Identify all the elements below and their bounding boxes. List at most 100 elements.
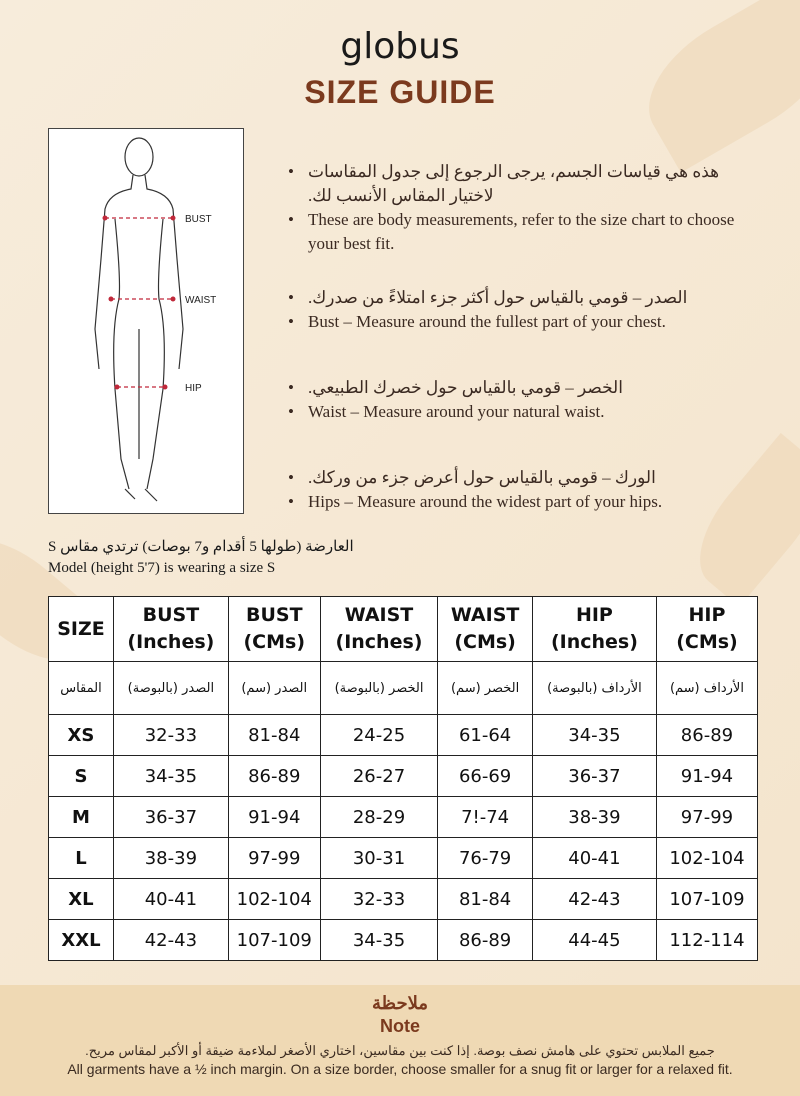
table-row: XS 32-33 81-84 24-25 61-64 34-35 86-89 [48, 714, 759, 756]
table-row: S 34-35 86-89 26-27 66-69 36-37 91-94 [48, 755, 759, 797]
model-info: العارضة (طولها 5 أقدام و7 بوصات) ترتدي م… [48, 537, 354, 579]
measurement-cell: 40-41 [112, 878, 229, 920]
note-section: ملاحظة Note جميع الملابس تحتوي على هامش … [0, 985, 800, 1096]
body-measurement-figure: BUST WAIST HIP [48, 128, 244, 514]
measurement-cell: 76-79 [437, 837, 533, 879]
size-cell: XXL [48, 919, 114, 961]
header-label: WAIST [450, 604, 520, 626]
table-row: L 38-39 97-99 30-31 76-79 40-41 102-104 [48, 837, 759, 879]
arabic-column-header: الصدر (بالبوصة) [112, 661, 229, 715]
hip-label: HIP [185, 383, 202, 394]
column-header: WAIST (Inches) [319, 596, 439, 662]
instruction-waist: الخصر – قومي بالقياس حول خصرك الطبيعي. W… [288, 376, 758, 424]
measurement-cell: 97-99 [655, 796, 759, 838]
arabic-header-row: المقاس الصدر (بالبوصة) الصدر (سم) الخصر (با… [48, 661, 759, 715]
column-header: HIP (CMs) [655, 596, 759, 662]
column-header: SIZE [48, 596, 114, 662]
measurement-cell: 44-45 [531, 919, 657, 961]
header-label: WAIST [344, 604, 414, 626]
size-cell: XS [48, 714, 114, 756]
measurement-cell: 34-35 [531, 714, 657, 756]
arabic-column-header: الأرداف (بالبوصة) [531, 661, 657, 715]
table-row: XXL 42-43 107-109 34-35 86-89 44-45 112-114 [48, 919, 759, 961]
measurement-cell: 32-33 [112, 714, 229, 756]
instruction-en: Bust – Measure around the fullest part o… [288, 310, 758, 334]
arabic-column-header: الصدر (سم) [227, 661, 321, 715]
measurement-cell: 38-39 [531, 796, 657, 838]
measurement-cell: 34-35 [319, 919, 439, 961]
instruction-en: Hips – Measure around the widest part of… [288, 490, 758, 514]
note-title-en: Note [380, 1016, 420, 1036]
size-cell: S [48, 755, 114, 797]
table-row: M 36-37 91-94 28-29 7!-74 38-39 97-99 [48, 796, 759, 838]
model-info-en: Model (height 5'7) is wearing a size S [48, 560, 276, 576]
column-header: BUST (Inches) [112, 596, 229, 662]
body-outline-illustration: BUST WAIST HIP [94, 137, 216, 502]
header-row: SIZE BUST (Inches) BUST (CMs) WAIST (Inches) WA… [48, 596, 759, 662]
header-unit: (Inches) [127, 631, 215, 653]
measurement-cell: 38-39 [112, 837, 229, 879]
arabic-column-header: الأرداف (سم) [655, 661, 759, 715]
instruction-bust: الصدر – قومي بالقياس حول أكثر جزء امتلاء… [288, 286, 758, 334]
header-label: BUST [245, 604, 303, 626]
header-label: BUST [142, 604, 200, 626]
arabic-column-header: الخصر (سم) [437, 661, 533, 715]
measurement-cell: 66-69 [437, 755, 533, 797]
header-label: HIP [575, 604, 613, 626]
instruction-en: These are body measurements, refer to th… [288, 208, 758, 256]
instruction-ar: الورك – قومي بالقياس حول أعرض جزء من ورك… [288, 466, 758, 490]
measurement-cell: 86-89 [227, 755, 321, 797]
measurement-cell: 102-104 [227, 878, 321, 920]
header-label: SIZE [57, 617, 105, 640]
instruction-ar: الصدر – قومي بالقياس حول أكثر جزء امتلاء… [288, 286, 758, 310]
header-unit: (CMs) [676, 631, 738, 653]
measurement-cell: 91-94 [227, 796, 321, 838]
measurement-cell: 61-64 [437, 714, 533, 756]
column-header: BUST (CMs) [227, 596, 321, 662]
measurement-cell: 81-84 [437, 878, 533, 920]
measurement-cell: 36-37 [112, 796, 229, 838]
bust-label: BUST [185, 214, 212, 225]
measurement-cell: 112-114 [655, 919, 759, 961]
note-text-en: All garments have a ½ inch margin. On a … [67, 1061, 733, 1077]
waist-label: WAIST [185, 295, 216, 306]
instruction-en: Waist – Measure around your natural wais… [288, 400, 758, 424]
measurement-cell: 7!-74 [437, 796, 533, 838]
instruction-ar: هذه هي قياسات الجسم، يرجى الرجوع إلى جدو… [288, 160, 758, 208]
header-label: HIP [688, 604, 726, 626]
column-header: HIP (Inches) [531, 596, 657, 662]
measurement-cell: 107-109 [655, 878, 759, 920]
measurement-cell: 26-27 [319, 755, 439, 797]
note-title-ar: ملاحظة [372, 993, 428, 1013]
measurement-cell: 28-29 [319, 796, 439, 838]
header-unit: (Inches) [550, 631, 638, 653]
page-title: SIZE GUIDE [304, 74, 496, 110]
measurement-cell: 86-89 [437, 919, 533, 961]
measurement-cell: 102-104 [655, 837, 759, 879]
measurement-cell: 32-33 [319, 878, 439, 920]
measurement-cell: 24-25 [319, 714, 439, 756]
model-info-ar: العارضة (طولها 5 أقدام و7 بوصات) ترتدي م… [48, 539, 354, 555]
measurement-cell: 107-109 [227, 919, 321, 961]
size-cell: M [48, 796, 114, 838]
header-unit: (Inches) [335, 631, 423, 653]
size-cell: XL [48, 878, 114, 920]
table-row: XL 40-41 102-104 32-33 81-84 42-43 107-109 [48, 878, 759, 920]
instruction-ar: الخصر – قومي بالقياس حول خصرك الطبيعي. [288, 376, 758, 400]
measurement-cell: 30-31 [319, 837, 439, 879]
header-unit: (CMs) [243, 631, 306, 653]
measurement-cell: 91-94 [655, 755, 759, 797]
measurement-instructions: هذه هي قياسات الجسم، يرجى الرجوع إلى جدو… [288, 160, 758, 544]
arabic-column-header: المقاس [48, 661, 114, 715]
note-text-ar: جميع الملابس تحتوي على هامش نصف بوصة. إذ… [85, 1043, 715, 1058]
measurement-cell: 36-37 [531, 755, 657, 797]
instruction-general: هذه هي قياسات الجسم، يرجى الرجوع إلى جدو… [288, 160, 758, 256]
size-cell: L [48, 837, 114, 879]
instruction-hips: الورك – قومي بالقياس حول أعرض جزء من ورك… [288, 466, 758, 514]
brand-logo: globus [340, 26, 460, 67]
measurement-cell: 42-43 [112, 919, 229, 961]
measurement-cell: 81-84 [227, 714, 321, 756]
column-header: WAIST (CMs) [437, 596, 533, 662]
measurement-cell: 86-89 [655, 714, 759, 756]
